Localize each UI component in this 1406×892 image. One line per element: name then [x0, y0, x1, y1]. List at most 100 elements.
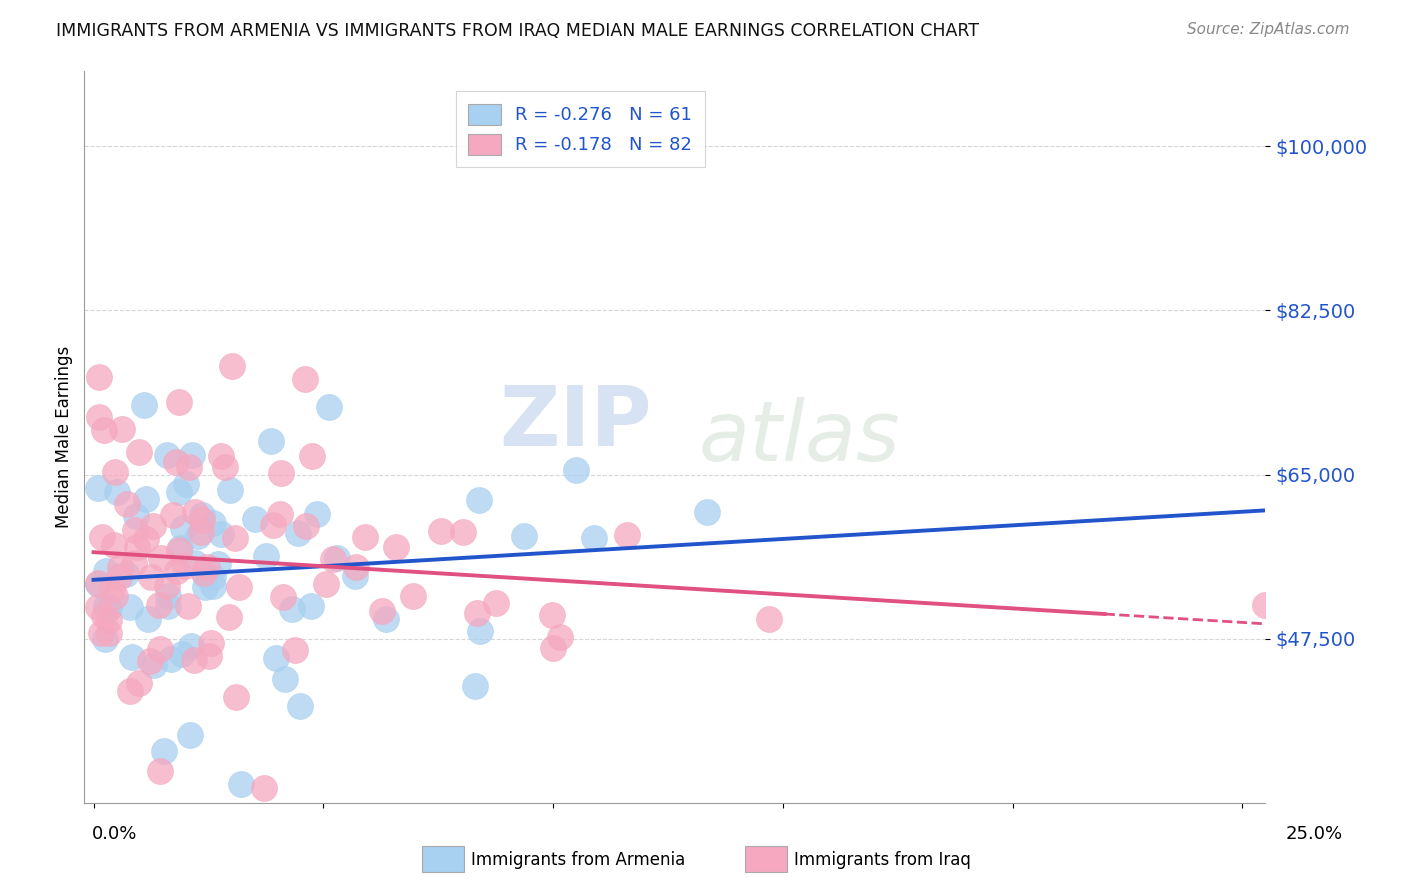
- Point: [93, 632, 115, 646]
- Point: [191, 508, 214, 523]
- Point: [156, 599, 179, 613]
- Point: [91, 530, 114, 544]
- Point: [98, 600, 121, 615]
- Point: [271, 591, 294, 605]
- Point: [93, 609, 115, 624]
- Point: [465, 606, 488, 620]
- Point: [184, 556, 207, 570]
- Point: [541, 608, 564, 623]
- Point: [344, 569, 367, 583]
- Point: [97, 626, 120, 640]
- Point: [468, 624, 491, 638]
- Point: [135, 532, 157, 546]
- Point: [157, 589, 180, 603]
- Point: [260, 434, 283, 448]
- Point: [107, 570, 129, 584]
- Point: [176, 476, 198, 491]
- Point: [194, 580, 217, 594]
- Point: [197, 648, 219, 663]
- Point: [252, 781, 274, 796]
- Point: [103, 538, 125, 552]
- Point: [344, 560, 367, 574]
- Point: [179, 460, 201, 475]
- Point: [513, 529, 536, 543]
- Point: [270, 466, 292, 480]
- Point: [181, 448, 204, 462]
- Point: [183, 653, 205, 667]
- Point: [156, 579, 179, 593]
- Point: [162, 508, 184, 522]
- Point: [134, 491, 156, 506]
- Point: [225, 690, 247, 704]
- Point: [193, 566, 215, 580]
- Point: [97, 613, 120, 627]
- Point: [115, 497, 138, 511]
- Point: [128, 445, 150, 459]
- Point: [139, 654, 162, 668]
- Point: [110, 421, 132, 435]
- Point: [124, 523, 146, 537]
- Point: [758, 612, 780, 626]
- Point: [301, 450, 323, 464]
- Point: [191, 513, 214, 527]
- Point: [124, 508, 146, 523]
- Point: [582, 531, 605, 545]
- Text: IMMIGRANTS FROM ARMENIA VS IMMIGRANTS FROM IRAQ MEDIAN MALE EARNINGS CORRELATION: IMMIGRANTS FROM ARMENIA VS IMMIGRANTS FR…: [56, 22, 979, 40]
- Point: [149, 764, 172, 779]
- Point: [254, 549, 277, 563]
- Point: [190, 525, 212, 540]
- Point: [616, 527, 638, 541]
- Text: Immigrants from Iraq: Immigrants from Iraq: [794, 851, 972, 869]
- Point: [228, 580, 250, 594]
- Point: [114, 566, 136, 581]
- Point: [224, 532, 246, 546]
- Point: [93, 423, 115, 437]
- Point: [231, 777, 253, 791]
- Point: [541, 641, 564, 656]
- Point: [105, 484, 128, 499]
- Point: [315, 576, 337, 591]
- Point: [170, 647, 193, 661]
- Point: [121, 649, 143, 664]
- Point: [209, 450, 232, 464]
- Text: Immigrants from Armenia: Immigrants from Armenia: [471, 851, 685, 869]
- Point: [94, 599, 117, 614]
- Point: [172, 521, 194, 535]
- Point: [402, 589, 425, 603]
- Point: [548, 630, 571, 644]
- Point: [128, 676, 150, 690]
- Point: [132, 398, 155, 412]
- Point: [371, 604, 394, 618]
- Point: [90, 626, 112, 640]
- Point: [87, 600, 110, 615]
- Point: [430, 524, 453, 539]
- Point: [104, 466, 127, 480]
- Legend: R = -0.276   N = 61, R = -0.178   N = 82: R = -0.276 N = 61, R = -0.178 N = 82: [456, 91, 704, 168]
- Point: [305, 508, 328, 522]
- Point: [195, 560, 218, 574]
- Point: [326, 551, 349, 566]
- Point: [294, 372, 316, 386]
- Point: [148, 599, 170, 613]
- Point: [167, 485, 190, 500]
- Point: [166, 564, 188, 578]
- Point: [169, 541, 191, 555]
- Point: [262, 517, 284, 532]
- Point: [159, 652, 181, 666]
- Point: [87, 481, 110, 495]
- Point: [696, 505, 718, 519]
- Text: ZIP: ZIP: [499, 382, 651, 463]
- Point: [451, 525, 474, 540]
- Point: [87, 576, 110, 591]
- Point: [284, 642, 307, 657]
- Point: [89, 410, 111, 425]
- Point: [287, 526, 309, 541]
- Point: [290, 699, 312, 714]
- Point: [169, 395, 191, 409]
- Point: [318, 401, 340, 415]
- Point: [485, 596, 508, 610]
- Point: [221, 359, 243, 374]
- Point: [118, 684, 141, 698]
- Point: [96, 564, 118, 578]
- Text: atlas: atlas: [699, 397, 900, 477]
